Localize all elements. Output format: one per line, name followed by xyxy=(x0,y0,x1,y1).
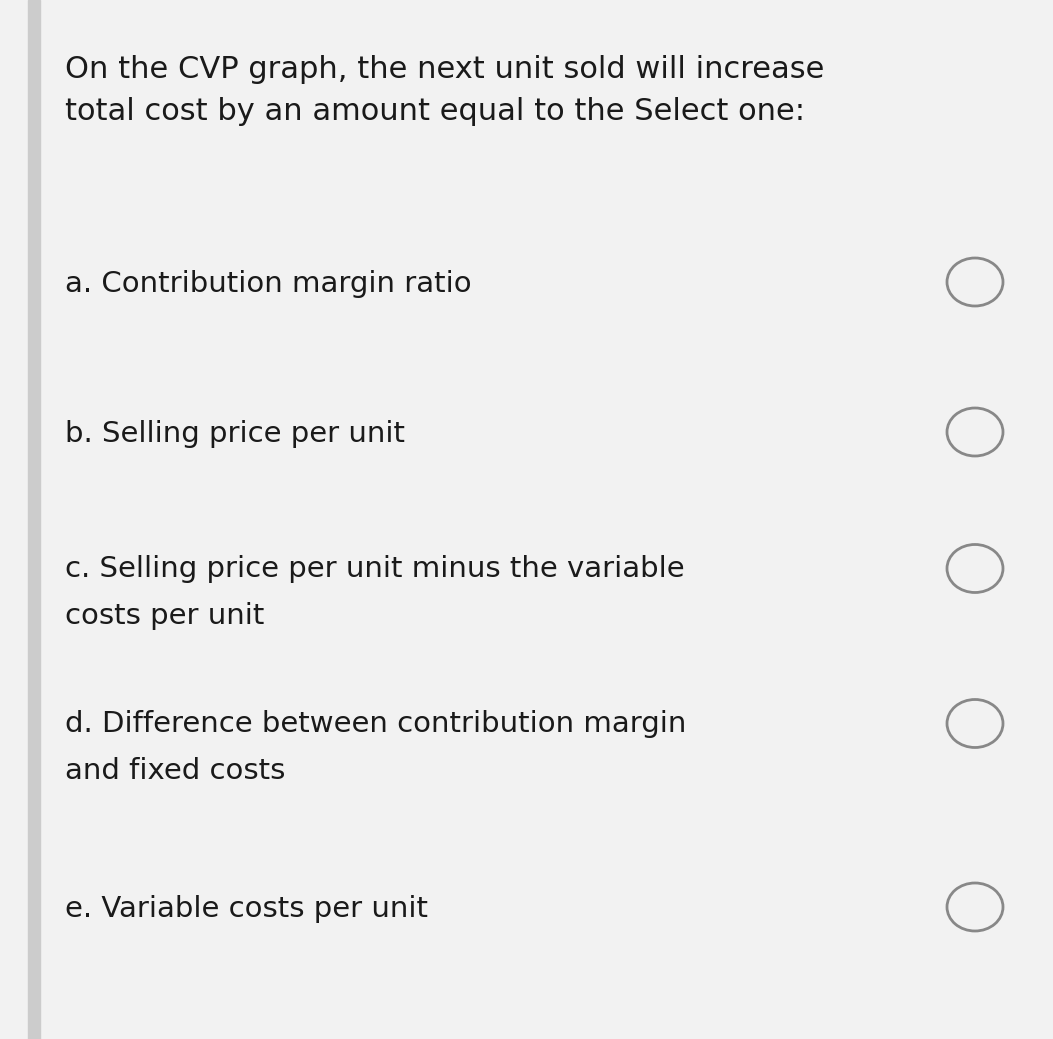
Text: b. Selling price per unit: b. Selling price per unit xyxy=(65,420,405,448)
Text: and fixed costs: and fixed costs xyxy=(65,757,285,785)
Bar xyxy=(28,0,40,1039)
Bar xyxy=(1038,0,1053,1039)
Text: d. Difference between contribution margin: d. Difference between contribution margi… xyxy=(65,710,687,738)
Text: On the CVP graph, the next unit sold will increase: On the CVP graph, the next unit sold wil… xyxy=(65,55,824,84)
Text: c. Selling price per unit minus the variable: c. Selling price per unit minus the vari… xyxy=(65,555,684,583)
Text: costs per unit: costs per unit xyxy=(65,602,264,630)
Text: e. Variable costs per unit: e. Variable costs per unit xyxy=(65,895,428,923)
Text: total cost by an amount equal to the Select one:: total cost by an amount equal to the Sel… xyxy=(65,97,804,126)
Text: a. Contribution margin ratio: a. Contribution margin ratio xyxy=(65,270,472,298)
